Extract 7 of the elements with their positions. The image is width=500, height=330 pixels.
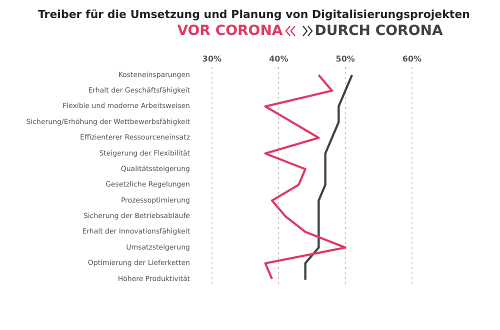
- x-tick-label: 50%: [336, 54, 355, 64]
- x-tick-label: 30%: [202, 54, 222, 64]
- x-tick-label: 40%: [269, 54, 288, 64]
- x-tick-label: 60%: [402, 54, 422, 64]
- chart-title: Treiber für die Umsetzung und Planung von Digitalisierungsprojekten: [37, 8, 471, 21]
- legend-label: DURCH CORONA: [314, 23, 443, 39]
- text: VOR CORONA: [177, 23, 283, 39]
